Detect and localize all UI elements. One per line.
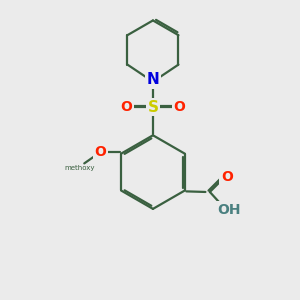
Text: N: N (147, 72, 159, 87)
Text: O: O (121, 100, 132, 114)
Text: OH: OH (217, 203, 240, 217)
Text: O: O (221, 169, 233, 184)
Text: methoxy: methoxy (64, 164, 95, 170)
Text: O: O (94, 145, 106, 159)
Text: S: S (147, 100, 158, 115)
Text: O: O (173, 100, 185, 114)
